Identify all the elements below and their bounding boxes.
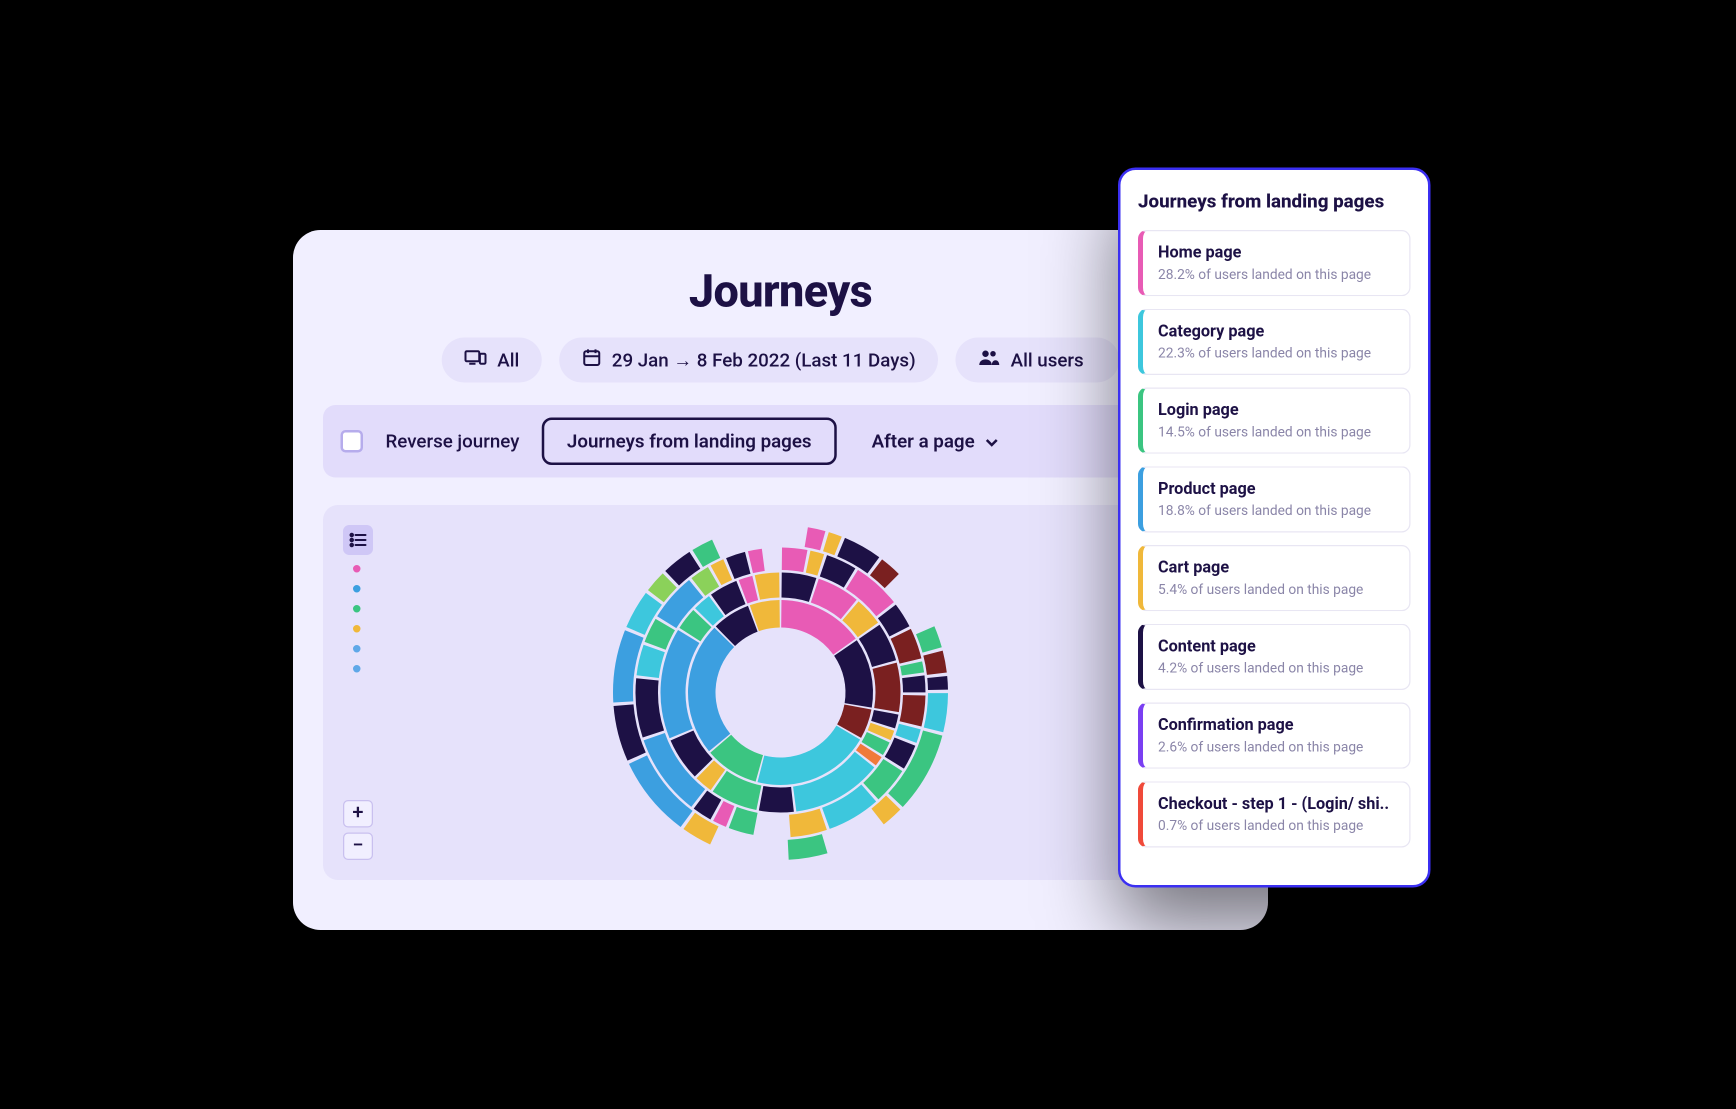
landing-page-sub: 18.8% of users landed on this page xyxy=(1158,502,1394,518)
zoom-in-button[interactable]: + xyxy=(343,800,373,828)
calendar-icon xyxy=(582,347,602,372)
landing-pages-panel: Journeys from landing pages Home page 28.… xyxy=(1118,167,1431,887)
legend-dot xyxy=(353,565,361,573)
landing-page-sub: 5.4% of users landed on this page xyxy=(1158,581,1394,597)
landing-page-sub: 2.6% of users landed on this page xyxy=(1158,738,1394,754)
sunburst-segment[interactable] xyxy=(637,644,665,677)
sunburst-segment[interactable] xyxy=(789,808,827,837)
legend-dots xyxy=(353,565,361,673)
sunburst-segment[interactable] xyxy=(916,626,942,652)
landing-page-sub: 4.2% of users landed on this page xyxy=(1158,660,1394,676)
sunburst-segment[interactable] xyxy=(900,694,926,725)
landing-page-sub: 22.3% of users landed on this page xyxy=(1158,345,1394,361)
landing-page-item[interactable]: Cart page 5.4% of users landed on this pa… xyxy=(1138,545,1411,611)
landing-page-name: Home page xyxy=(1158,243,1394,262)
sunburst-segment[interactable] xyxy=(755,572,780,599)
legend-dot xyxy=(353,605,361,613)
sunburst-segment[interactable] xyxy=(729,806,758,834)
sunburst-segment[interactable] xyxy=(806,550,824,575)
legend-dot xyxy=(353,625,361,633)
landing-page-item[interactable]: Checkout - step 1 - (Login/ shi.. 0.7% of… xyxy=(1138,781,1411,847)
sunburst-segment[interactable] xyxy=(924,693,948,732)
segment-filter[interactable]: All users xyxy=(956,337,1119,382)
reverse-journey-checkbox[interactable] xyxy=(341,430,364,453)
sunburst-segment[interactable] xyxy=(748,548,765,572)
legend-dot xyxy=(353,585,361,593)
sunburst-segment[interactable] xyxy=(636,678,665,737)
date-filter[interactable]: 29 Jan → 8 Feb 2022 (Last 11 Days) xyxy=(559,337,938,382)
sunburst-segment[interactable] xyxy=(782,547,808,572)
landing-page-name: Login page xyxy=(1158,401,1394,420)
zoom-out-button[interactable]: − xyxy=(343,832,373,860)
legend-dot xyxy=(353,665,361,673)
landing-page-sub: 28.2% of users landed on this page xyxy=(1158,266,1394,282)
device-filter-label: All xyxy=(497,348,519,371)
sunburst-segment[interactable] xyxy=(683,812,718,844)
legend-toggle-button[interactable] xyxy=(343,525,373,555)
date-filter-label: 29 Jan → 8 Feb 2022 (Last 11 Days) xyxy=(612,348,916,371)
sunburst-segment[interactable] xyxy=(902,675,925,692)
journey-tab-label: Journeys from landing pages xyxy=(567,430,812,453)
landing-page-name: Checkout - step 1 - (Login/ shi.. xyxy=(1158,795,1394,814)
segment-filter-label: All users xyxy=(1011,348,1084,371)
journey-type-bar: Reverse journey Journeys from landing pa… xyxy=(323,405,1238,478)
sunburst-segment[interactable] xyxy=(823,532,842,555)
landing-page-name: Product page xyxy=(1158,480,1394,499)
filter-row: All 29 Jan → 8 Feb 2022 (Last 11 Days) xyxy=(323,337,1238,382)
sunburst-segment[interactable] xyxy=(759,785,794,812)
journey-tab-1[interactable]: After a page xyxy=(849,417,1022,465)
sunburst-segment[interactable] xyxy=(923,650,946,674)
landing-page-item[interactable]: Confirmation page 2.6% of users landed on… xyxy=(1138,702,1411,768)
landing-page-item[interactable]: Category page 22.3% of users landed on th… xyxy=(1138,308,1411,374)
page-title: Journeys xyxy=(323,265,1238,318)
sunburst-segment[interactable] xyxy=(805,527,826,550)
landing-page-name: Category page xyxy=(1158,322,1394,341)
landing-pages-title: Journeys from landing pages xyxy=(1138,190,1411,213)
chevron-down-icon xyxy=(985,430,1000,453)
devices-icon xyxy=(465,348,488,371)
sunburst-panel: + − xyxy=(323,505,1238,880)
sunburst-segment[interactable] xyxy=(781,572,816,601)
users-icon xyxy=(978,348,1001,371)
landing-page-item[interactable]: Home page 28.2% of users landed on this p… xyxy=(1138,230,1411,296)
device-filter[interactable]: All xyxy=(442,337,541,382)
journey-tab-label: After a page xyxy=(872,430,975,453)
journey-tab-0[interactable]: Journeys from landing pages xyxy=(542,417,837,465)
reverse-journey-label: Reverse journey xyxy=(386,430,520,453)
landing-page-item[interactable]: Product page 18.8% of users landed on thi… xyxy=(1138,466,1411,532)
sunburst-segment[interactable] xyxy=(788,834,828,860)
sunburst-segment[interactable] xyxy=(900,661,924,675)
landing-page-item[interactable]: Login page 14.5% of users landed on this … xyxy=(1138,387,1411,453)
sunburst-segment[interactable] xyxy=(692,539,720,566)
landing-page-name: Confirmation page xyxy=(1158,716,1394,735)
landing-page-item[interactable]: Content page 4.2% of users landed on this… xyxy=(1138,623,1411,689)
legend-dot xyxy=(353,645,361,653)
sunburst-chart[interactable] xyxy=(606,517,956,867)
landing-page-name: Cart page xyxy=(1158,558,1394,577)
landing-page-sub: 14.5% of users landed on this page xyxy=(1158,423,1394,439)
landing-page-name: Content page xyxy=(1158,637,1394,656)
sunburst-segment[interactable] xyxy=(927,676,948,690)
landing-page-sub: 0.7% of users landed on this page xyxy=(1158,817,1394,833)
sunburst-segment[interactable] xyxy=(873,662,901,711)
